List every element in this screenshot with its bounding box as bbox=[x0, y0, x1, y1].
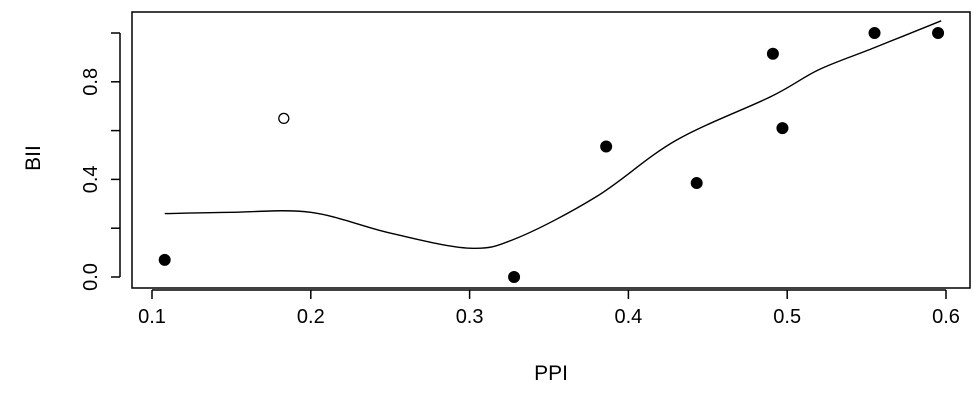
data-point bbox=[690, 177, 703, 190]
smooth-fit-line bbox=[164, 20, 942, 250]
x-tick-label: 0.4 bbox=[614, 306, 642, 328]
fit-layer bbox=[164, 20, 942, 250]
x-tick-label: 0.2 bbox=[297, 306, 325, 328]
y-tick-label: 0.8 bbox=[80, 68, 102, 96]
y-axis: 0.0 0.4 0.8 bbox=[80, 32, 121, 291]
points-layer bbox=[158, 27, 945, 283]
x-tick-label: 0.3 bbox=[456, 306, 484, 328]
data-point bbox=[508, 271, 521, 283]
data-point bbox=[868, 27, 881, 39]
open-data-point bbox=[278, 112, 290, 125]
plot-frame bbox=[131, 11, 971, 289]
x-axis-title: PPI bbox=[534, 362, 568, 385]
y-tick-label: 0.0 bbox=[80, 263, 102, 291]
data-point bbox=[776, 122, 789, 135]
data-point bbox=[158, 253, 171, 266]
x-tick-label: 0.6 bbox=[932, 306, 960, 328]
y-axis-title: BII bbox=[22, 145, 45, 171]
x-axis: 0.1 0.2 0.3 0.4 0.5 0.6 bbox=[138, 289, 960, 328]
data-point bbox=[600, 140, 613, 153]
x-tick-label: 0.1 bbox=[138, 306, 166, 328]
data-point bbox=[932, 27, 945, 39]
data-point bbox=[766, 47, 779, 60]
y-tick-label: 0.4 bbox=[80, 165, 102, 193]
x-tick-label: 0.5 bbox=[773, 306, 801, 328]
